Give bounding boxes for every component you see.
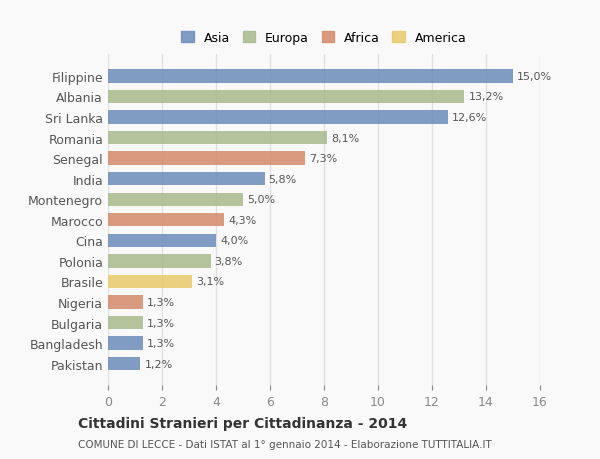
Bar [108, 255, 211, 268]
Text: 1,3%: 1,3% [147, 338, 175, 348]
Text: 3,1%: 3,1% [196, 277, 224, 287]
Bar [108, 213, 224, 227]
Bar [108, 275, 192, 289]
Bar [108, 296, 143, 309]
Text: 8,1%: 8,1% [331, 133, 359, 143]
Text: 5,8%: 5,8% [269, 174, 297, 185]
Text: 7,3%: 7,3% [309, 154, 337, 164]
Bar [108, 70, 513, 84]
Text: 12,6%: 12,6% [452, 113, 487, 123]
Bar [108, 152, 305, 165]
Bar [108, 357, 140, 370]
Bar [108, 316, 143, 330]
Text: 1,2%: 1,2% [145, 359, 173, 369]
Text: 4,3%: 4,3% [228, 215, 256, 225]
Bar [108, 90, 464, 104]
Bar [108, 132, 326, 145]
Bar [108, 234, 216, 247]
Bar [108, 173, 265, 186]
Text: Cittadini Stranieri per Cittadinanza - 2014: Cittadini Stranieri per Cittadinanza - 2… [78, 416, 407, 430]
Text: 3,8%: 3,8% [215, 256, 243, 266]
Text: 13,2%: 13,2% [469, 92, 504, 102]
Text: 15,0%: 15,0% [517, 72, 552, 82]
Legend: Asia, Europa, Africa, America: Asia, Europa, Africa, America [178, 28, 470, 49]
Text: 4,0%: 4,0% [220, 236, 248, 246]
Text: 1,3%: 1,3% [147, 297, 175, 308]
Text: 5,0%: 5,0% [247, 195, 275, 205]
Text: 1,3%: 1,3% [147, 318, 175, 328]
Bar [108, 193, 243, 207]
Bar [108, 337, 143, 350]
Bar [108, 111, 448, 124]
Text: COMUNE DI LECCE - Dati ISTAT al 1° gennaio 2014 - Elaborazione TUTTITALIA.IT: COMUNE DI LECCE - Dati ISTAT al 1° genna… [78, 440, 492, 449]
